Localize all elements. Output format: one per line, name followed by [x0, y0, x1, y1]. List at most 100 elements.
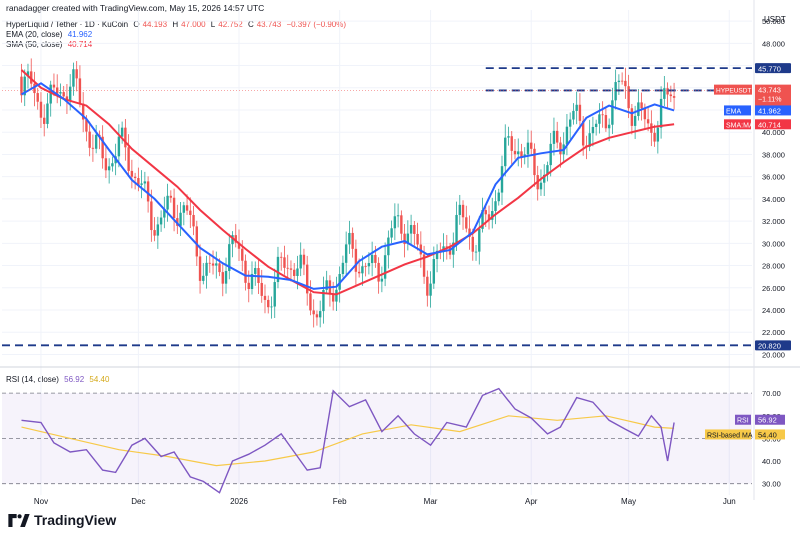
sma-tag	[724, 119, 751, 130]
candle-body	[594, 123, 598, 127]
candle-body	[133, 176, 137, 179]
rsi-y-tick-label: 40.00	[762, 457, 781, 466]
sma-line	[20, 69, 675, 296]
candle-body	[387, 237, 390, 256]
candle-body	[94, 134, 98, 149]
candle-body	[163, 209, 166, 218]
candle-body	[20, 76, 23, 96]
price-tag-change: −1.11%	[758, 97, 781, 104]
candle-body	[640, 102, 643, 109]
candle-body	[68, 86, 72, 102]
candle-body	[513, 150, 517, 155]
candle-body	[568, 119, 572, 127]
candle-body	[150, 201, 153, 231]
sma-value-label: 40.714	[758, 120, 781, 129]
candle-body	[546, 165, 549, 175]
y-tick-label: 28.000	[762, 262, 785, 271]
candle-body	[124, 127, 127, 148]
y-tick-label: 40.000	[762, 128, 785, 137]
candle-body	[81, 103, 85, 120]
candle-body	[33, 83, 36, 94]
x-tick-label: Jun	[723, 497, 736, 506]
y-tick-label: 34.000	[762, 195, 785, 204]
candle-body	[237, 242, 241, 249]
candle-body	[43, 117, 46, 124]
candle-body	[422, 254, 426, 277]
ema-legend-label: EMA (20, close)	[6, 30, 63, 39]
candle-body	[179, 212, 182, 226]
candle-body	[205, 262, 208, 276]
candle-body	[39, 101, 43, 118]
y-tick-label: 48.000	[762, 39, 785, 48]
candle-body	[396, 215, 400, 217]
rsi-legend[interactable]: RSI (14, close) 56.92 54.40	[6, 375, 112, 384]
candle-body	[111, 163, 114, 167]
candle-body	[218, 263, 221, 273]
candle-body	[533, 148, 536, 176]
candle-body	[357, 271, 361, 274]
candle-body	[49, 84, 52, 104]
rsi-tag	[705, 429, 751, 440]
ema-legend-value: 41.962	[67, 30, 93, 39]
level-price-tag	[755, 340, 791, 351]
tradingview-logo-icon	[8, 513, 30, 527]
candle-body	[293, 269, 296, 276]
candle-body	[653, 132, 656, 142]
candle-body	[75, 69, 78, 79]
rsi-ma-line	[21, 415, 675, 467]
candle-body	[504, 137, 507, 167]
ema-legend[interactable]: EMA (20, close) 41.962	[6, 30, 95, 39]
candle-body	[315, 314, 319, 318]
candle-body	[341, 262, 345, 275]
candle-body	[380, 278, 384, 282]
candle-body	[166, 195, 169, 210]
candle-body	[468, 228, 471, 237]
rsi-tag-label: RSI	[737, 418, 749, 425]
candle-body	[169, 195, 173, 198]
rsi-value-tag	[755, 429, 785, 440]
candle-body	[611, 100, 614, 125]
candle-body	[624, 80, 627, 87]
candle-body	[617, 80, 621, 83]
tradingview-logo[interactable]: TradingView	[8, 512, 116, 528]
sma-legend[interactable]: SMA (50, close) 40.714	[6, 40, 95, 49]
candle-body	[575, 104, 578, 111]
candle-body	[224, 270, 228, 284]
candle-body	[445, 246, 449, 248]
candle-body	[280, 256, 283, 258]
rsi-y-tick-label: 70.00	[762, 389, 781, 398]
candle-body	[289, 268, 293, 270]
candle-body	[598, 114, 601, 124]
candle-body	[215, 263, 218, 266]
candle-body	[143, 181, 147, 184]
candle-body	[361, 266, 364, 274]
candle-body	[260, 282, 263, 296]
candle-body	[510, 136, 513, 151]
rsi-tag	[735, 414, 751, 425]
candle-body	[620, 80, 624, 82]
candle-body	[637, 102, 640, 116]
candle-body	[348, 232, 351, 245]
candle-body	[231, 235, 234, 245]
candle-body	[377, 262, 380, 282]
ohlc-open-label: O	[133, 20, 140, 29]
candle-body	[283, 257, 286, 268]
candle-body	[497, 192, 500, 202]
candle-body	[250, 273, 254, 289]
candle-body	[543, 174, 546, 183]
candle-body	[552, 130, 556, 144]
candle-body	[500, 166, 504, 193]
candle-body	[59, 92, 62, 94]
candle-body	[406, 233, 410, 245]
candle-body	[364, 266, 367, 268]
candle-body	[335, 289, 338, 302]
sma-tag-label: SMA:MA	[726, 122, 754, 129]
candle-body	[491, 211, 494, 220]
candle-body	[104, 158, 108, 171]
candle-body	[88, 131, 91, 148]
y-tick-label: 24.000	[762, 306, 785, 315]
ohlc-close: 43.743	[256, 20, 282, 29]
y-tick-label: 32.000	[762, 217, 785, 226]
candle-body	[432, 259, 436, 284]
